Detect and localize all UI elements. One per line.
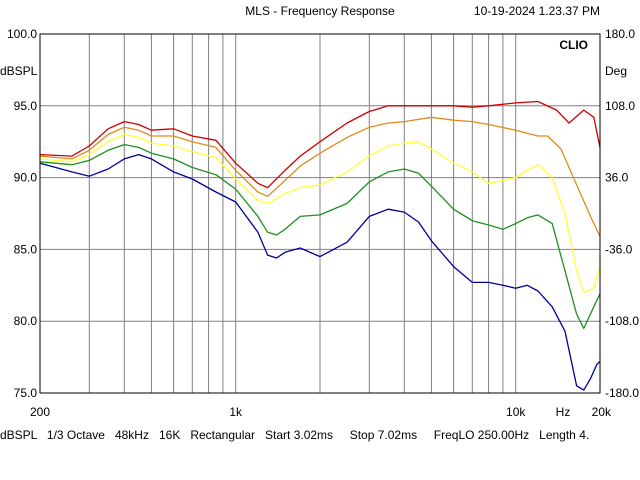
y2-axis-unit: Deg: [605, 64, 627, 78]
plot-border: [39, 33, 601, 394]
brand-label: CLIO: [559, 38, 588, 52]
y-tick-labels: 100.0 95.0 90.0 85.0 80.0 75.0: [7, 27, 37, 400]
y-tick-label: 85.0: [14, 242, 38, 256]
x-axis-unit: Hz: [556, 405, 571, 419]
y-tick-label: 80.0: [14, 314, 38, 328]
series-line: [39, 143, 601, 330]
chart-title: MLS - Frequency Response: [245, 4, 395, 18]
x-tick-label: 20k: [592, 405, 612, 419]
y-tick-label: 95.0: [14, 99, 38, 113]
y2-tick-label: -180.0: [605, 386, 639, 400]
y2-tick-label: 108.0: [605, 99, 635, 113]
x-tick-label: 1k: [229, 405, 243, 419]
y-tick-label: 90.0: [14, 171, 38, 185]
series-lines: [39, 100, 601, 391]
series-line: [39, 100, 601, 189]
timestamp: 10-19-2024 1.23.37 PM: [474, 4, 600, 18]
y2-tick-label: 36.0: [605, 171, 629, 185]
y-tick-label: 100.0: [7, 27, 37, 41]
y-axis-unit: dBSPL: [0, 64, 38, 78]
series-line: [39, 116, 601, 237]
y2-tick-label: -108.0: [605, 314, 639, 328]
x-tick-label: 10k: [506, 405, 526, 419]
status-line: dBSPL 1/3 Octave 48kHz 16K Rectangular S…: [0, 428, 589, 442]
series-line: [39, 133, 601, 294]
y2-tick-label: 180.0: [605, 27, 635, 41]
y-tick-label: 75.0: [14, 386, 38, 400]
grid: [40, 34, 600, 393]
x-tick-label: 200: [30, 405, 50, 419]
x-tick-labels: 200 1k 10k 20k: [30, 405, 612, 419]
y2-tick-labels: 180.0 108.0 36.0 -36.0 -108.0 -180.0: [605, 27, 639, 400]
series-line: [39, 153, 601, 391]
y2-tick-label: -36.0: [605, 242, 633, 256]
